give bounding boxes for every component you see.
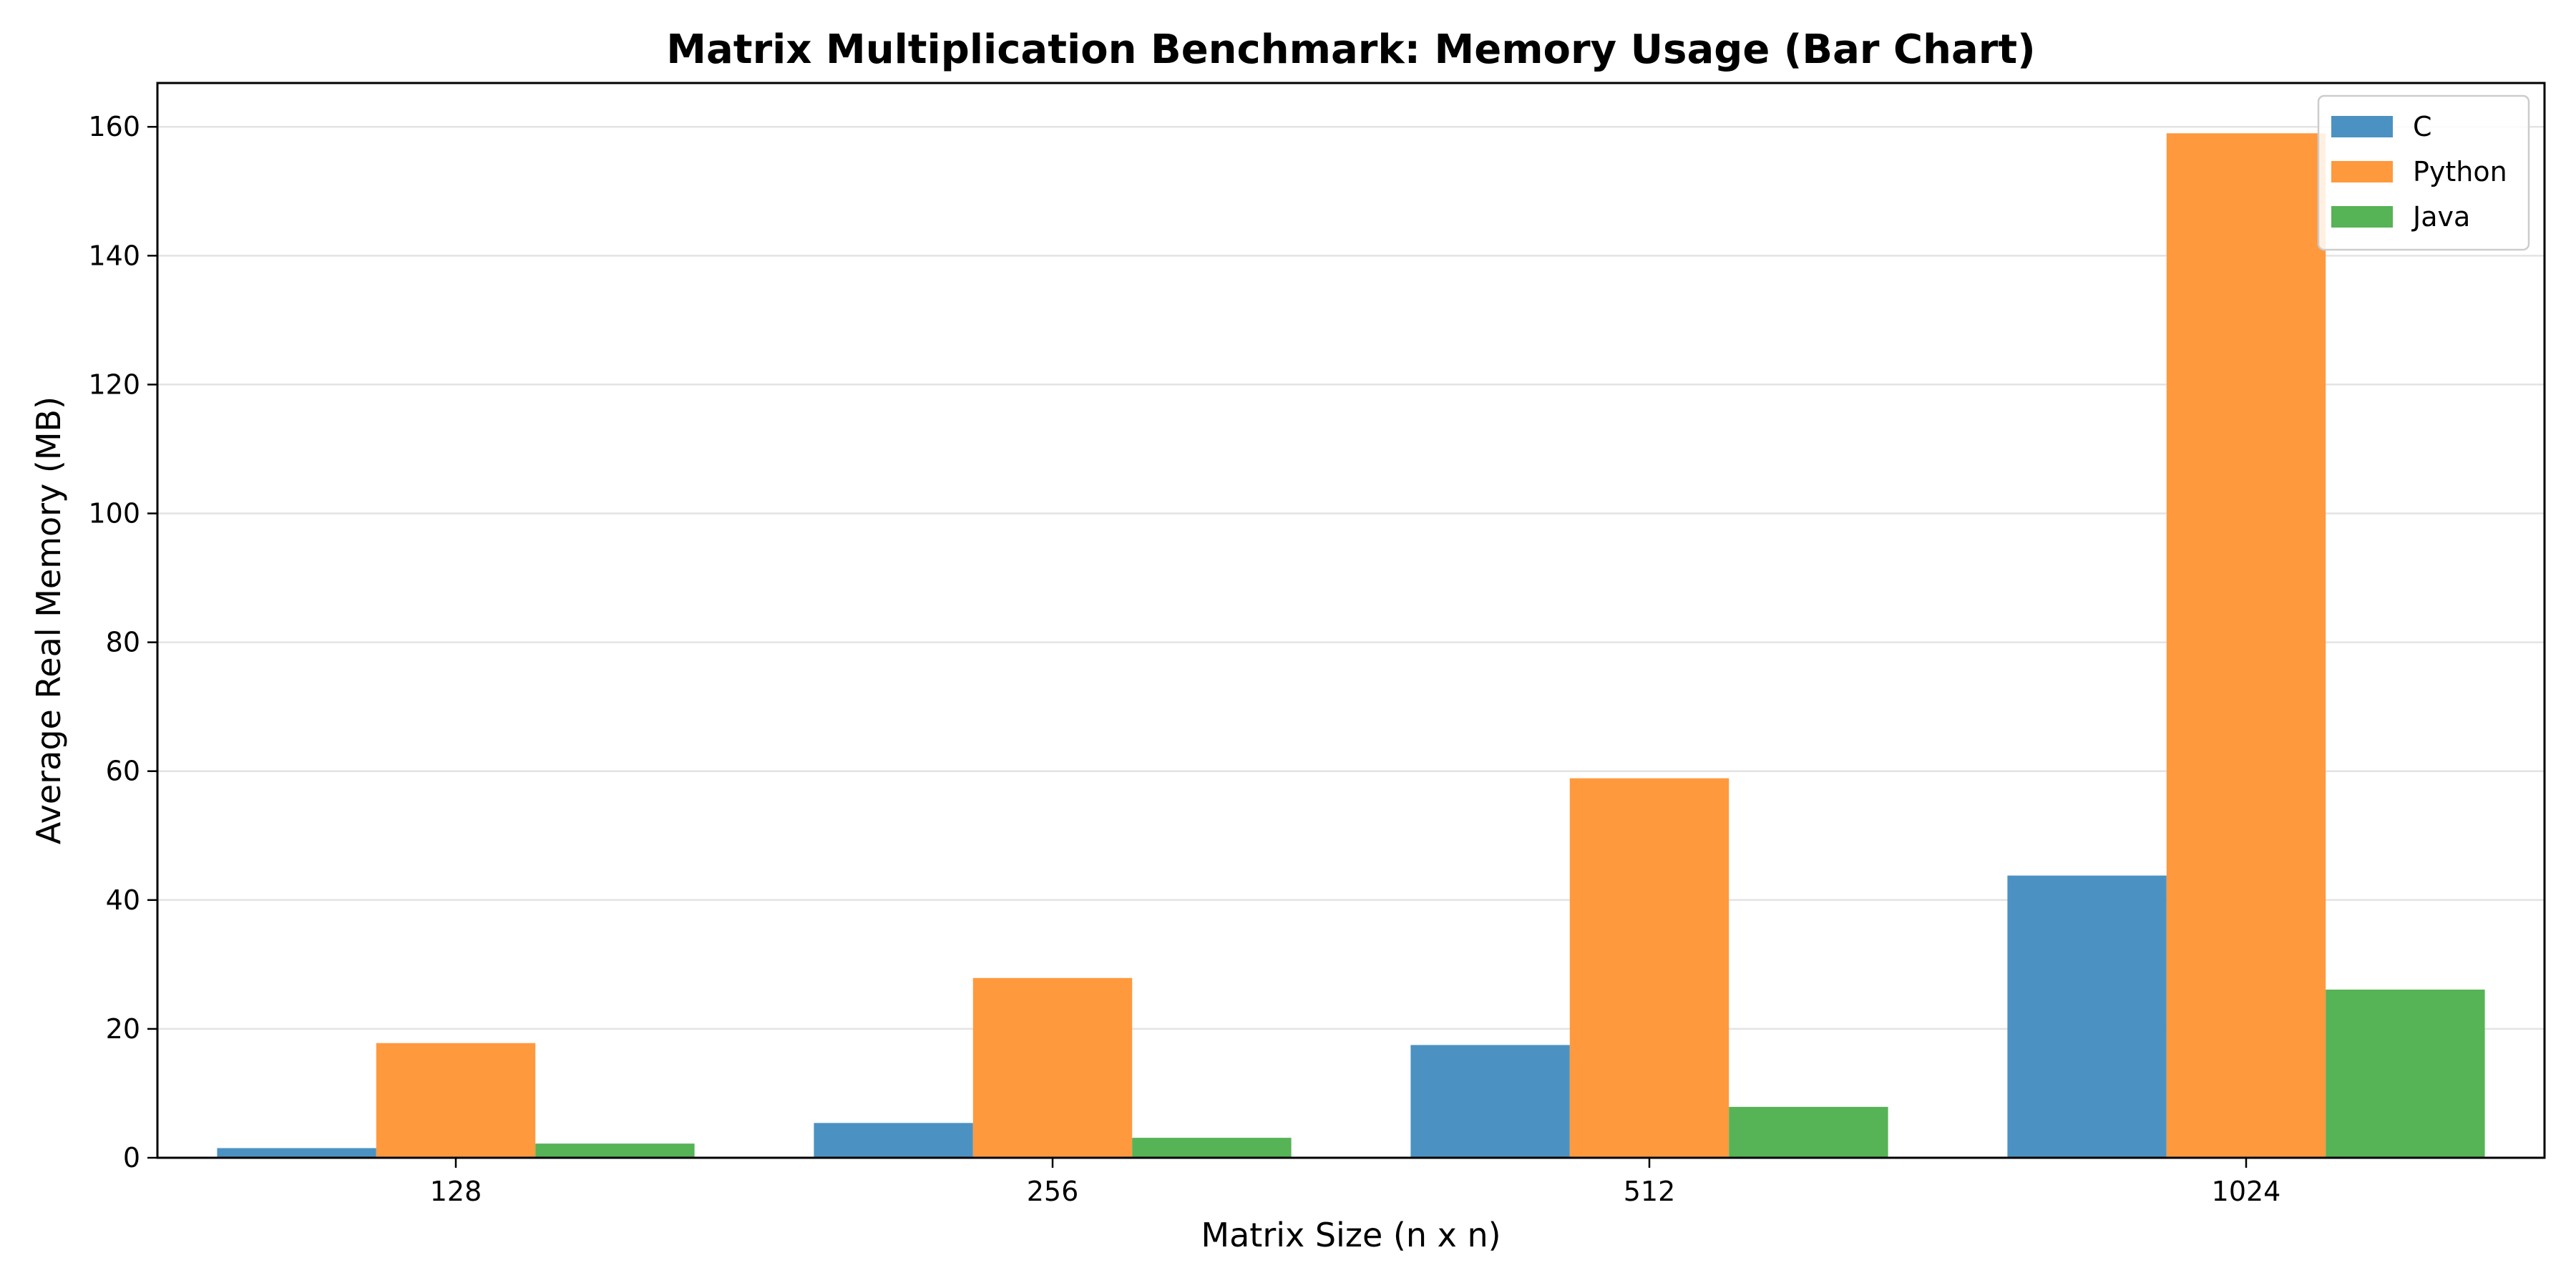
x-tick-label-256: 256 — [1027, 1176, 1079, 1207]
grid-lines — [157, 125, 2545, 1030]
bar-java-1024 — [2326, 989, 2485, 1158]
x-tick-label-512: 512 — [1624, 1176, 1676, 1207]
x-tick-label-128: 128 — [430, 1176, 482, 1207]
bar-c-512 — [1410, 1045, 1570, 1158]
legend-swatch-python — [2331, 161, 2393, 182]
y-axis-ticks: 0 20 40 60 80 100 120 140 160 — [88, 111, 157, 1174]
y-tick-label-80: 80 — [106, 627, 140, 658]
bar-c-1024 — [2007, 875, 2167, 1158]
y-tick-label-60: 60 — [106, 756, 140, 787]
bar-c-128 — [217, 1148, 376, 1158]
bar-java-256 — [1132, 1138, 1292, 1158]
y-tick-label-40: 40 — [106, 884, 140, 916]
bar-python-512 — [1569, 778, 1729, 1158]
legend-swatch-c — [2331, 116, 2393, 137]
legend-label-python: Python — [2413, 156, 2507, 187]
bar-python-128 — [376, 1043, 536, 1158]
bar-python-256 — [972, 977, 1133, 1158]
bar-c-256 — [814, 1123, 973, 1158]
y-tick-label-140: 140 — [88, 240, 140, 271]
y-tick-label-120: 120 — [88, 369, 140, 400]
y-tick-label-100: 100 — [88, 498, 140, 530]
x-axis-label: Matrix Size (n x n) — [1201, 1216, 1501, 1254]
y-tick-label-160: 160 — [88, 111, 140, 142]
bar-python-1024 — [2166, 133, 2326, 1158]
legend-label-c: C — [2413, 111, 2432, 142]
y-tick-label-20: 20 — [106, 1013, 140, 1045]
y-tick-label-0: 0 — [123, 1142, 140, 1174]
y-axis-label: Average Real Memory (MB) — [29, 396, 68, 844]
x-axis-ticks: 128 256 512 1024 — [430, 1158, 2281, 1207]
legend: C Python Java — [2317, 94, 2530, 251]
plot-frame — [156, 82, 2546, 1159]
x-tick-label-1024: 1024 — [2212, 1176, 2281, 1207]
bar-java-512 — [1729, 1106, 1888, 1158]
chart-title: Matrix Multiplication Benchmark: Memory … — [666, 26, 2035, 73]
bar-java-128 — [535, 1143, 695, 1158]
bars — [217, 133, 2485, 1158]
legend-swatch-java — [2331, 206, 2393, 228]
legend-label-java: Java — [2411, 201, 2470, 233]
